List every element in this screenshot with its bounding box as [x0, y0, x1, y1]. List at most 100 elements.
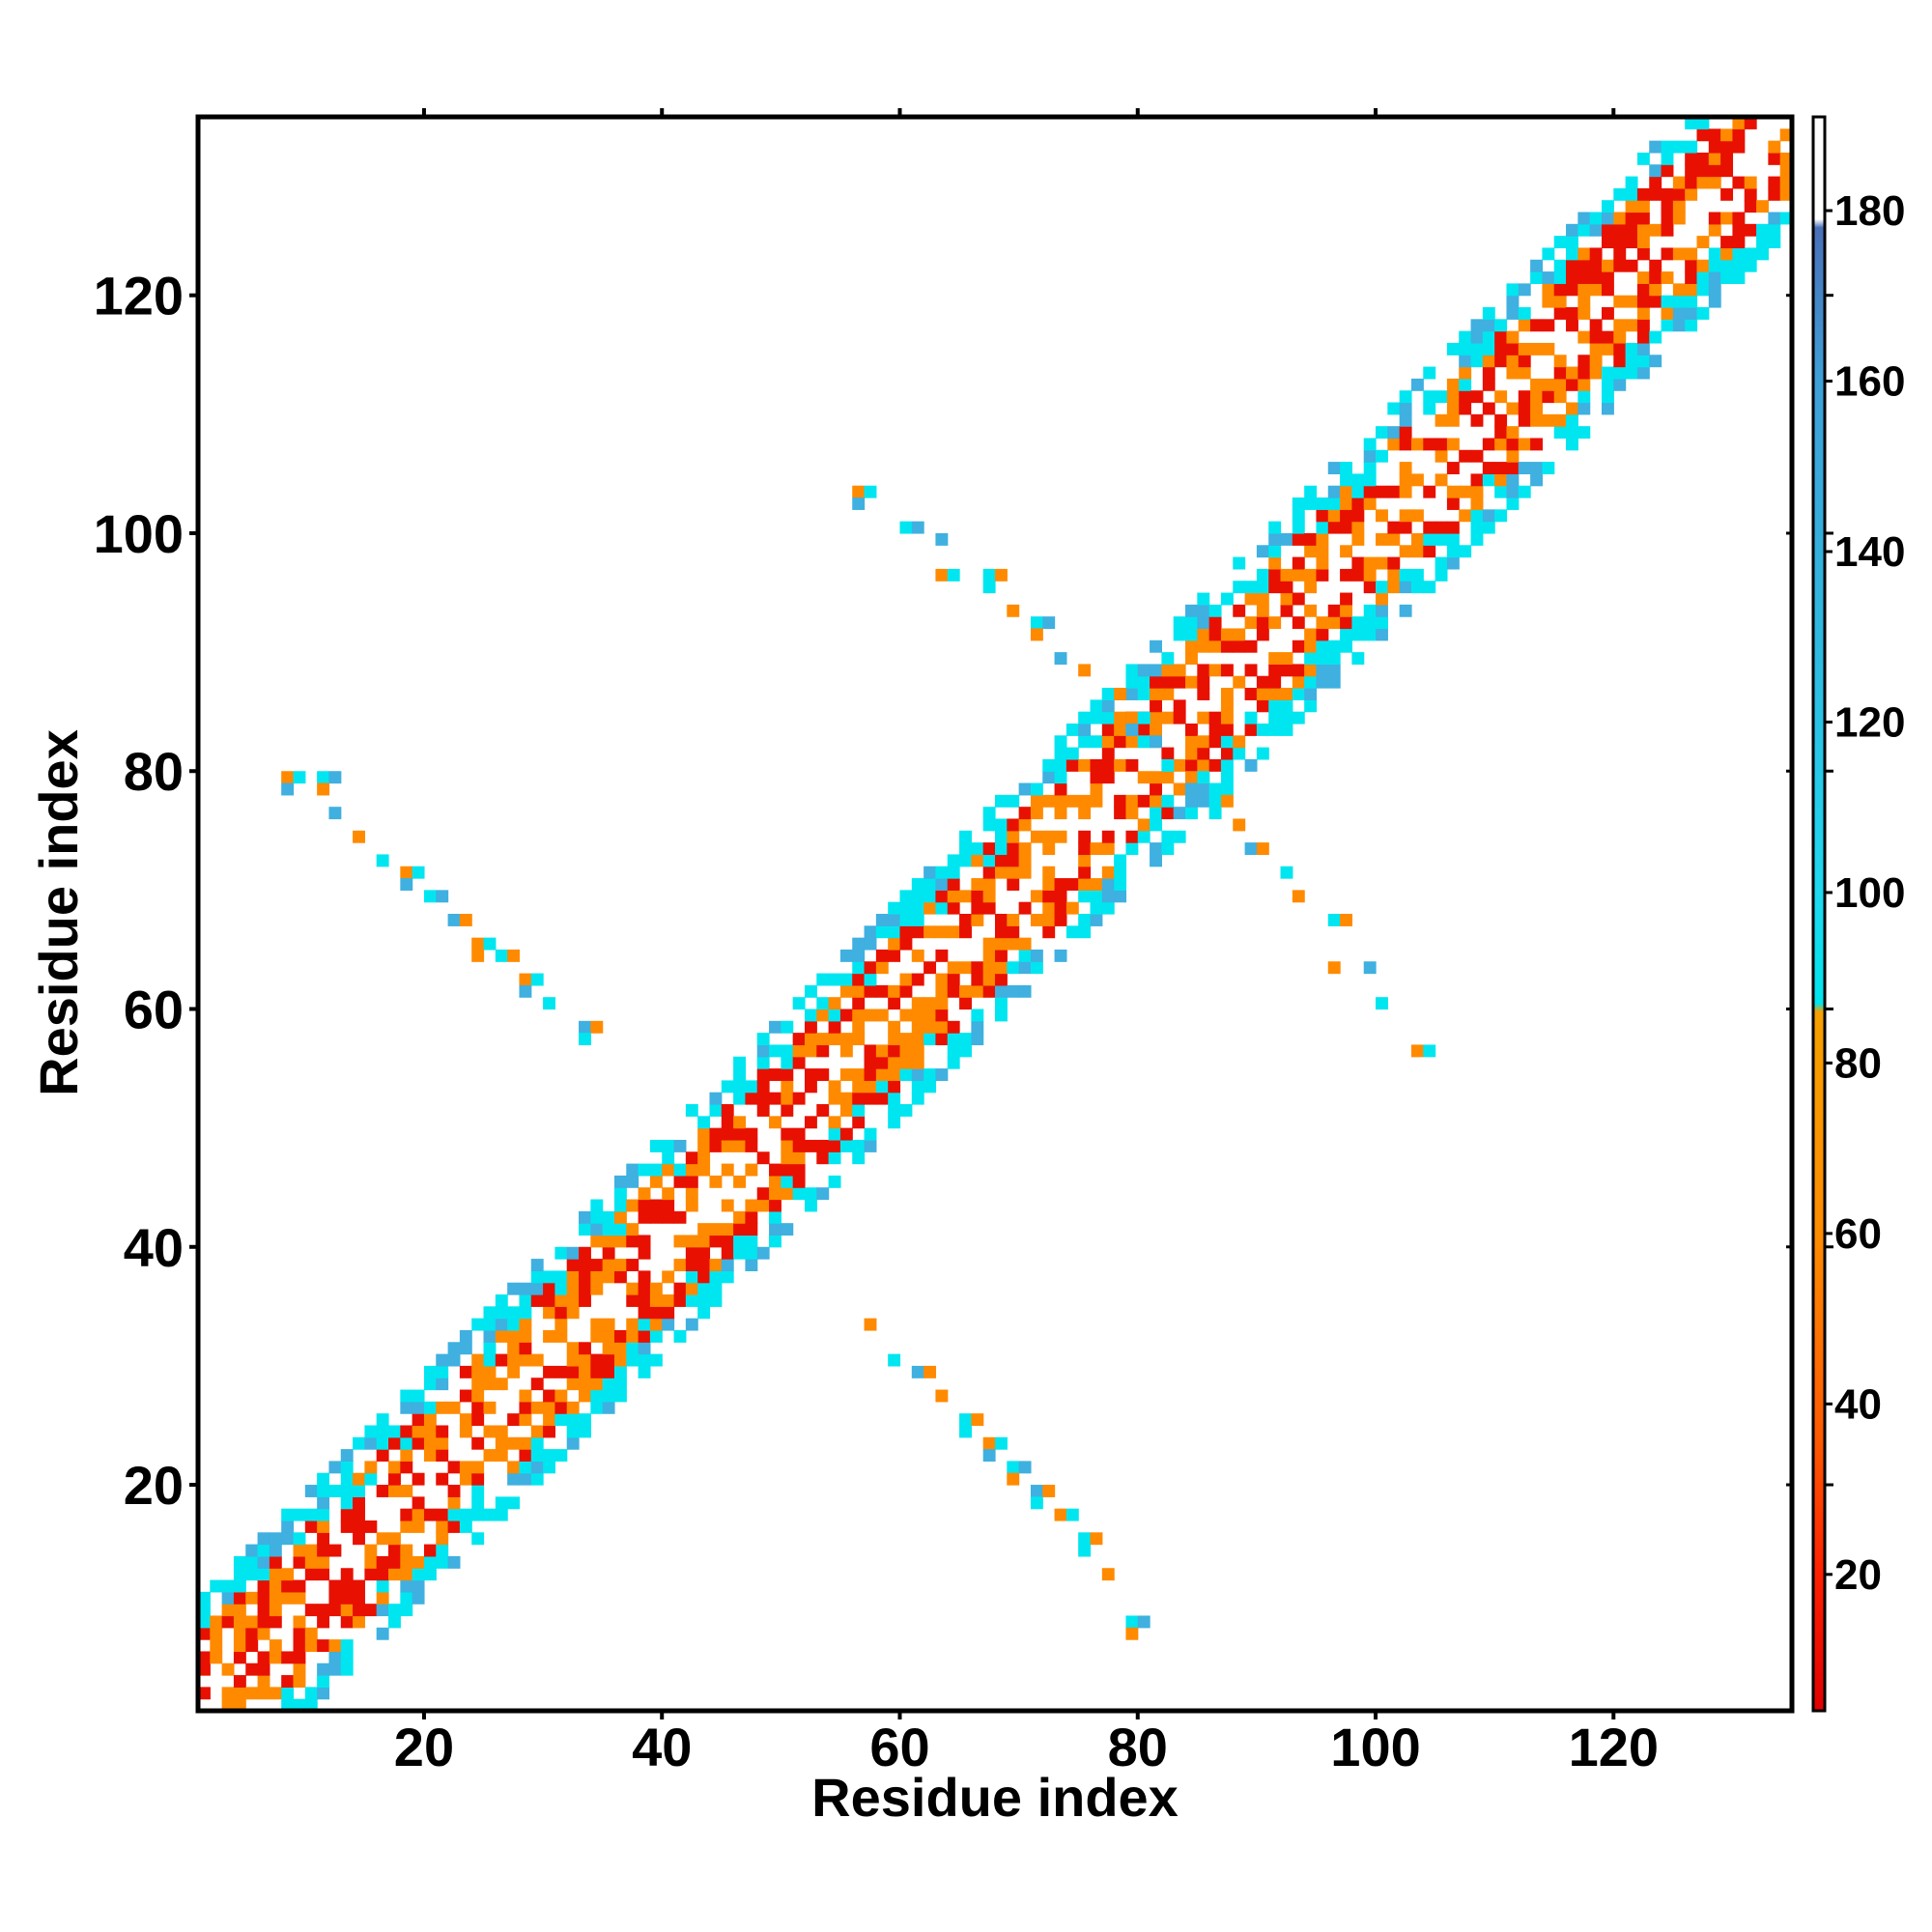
heatmap-cell — [281, 1591, 295, 1605]
heatmap-cell — [888, 1116, 901, 1129]
heatmap-cell — [257, 1544, 270, 1557]
heatmap-cell — [554, 1401, 568, 1414]
contact-cell — [317, 771, 330, 784]
heatmap-cell — [423, 1365, 437, 1378]
heatmap-cell — [1125, 675, 1139, 689]
heatmap-cell — [697, 1139, 711, 1152]
heatmap-cell — [554, 1294, 568, 1307]
heatmap-cell — [590, 1199, 604, 1212]
heatmap-cell — [1756, 247, 1769, 261]
heatmap-cell — [756, 1151, 770, 1165]
heatmap-cell — [1685, 295, 1698, 308]
heatmap-cell — [1387, 438, 1401, 451]
y-tick-label: 40 — [124, 1217, 184, 1278]
heatmap-cell — [1101, 830, 1115, 843]
heatmap-cell — [995, 854, 1008, 867]
heatmap-cell — [353, 1508, 365, 1521]
heatmap-cell — [317, 1687, 330, 1700]
contact-cell — [935, 532, 949, 546]
heatmap-cell — [1292, 639, 1305, 653]
heatmap-cell — [340, 1461, 354, 1474]
heatmap-cell — [935, 901, 949, 915]
heatmap-cell — [1018, 854, 1032, 867]
heatmap-cell — [400, 1449, 413, 1463]
heatmap-cell — [293, 1555, 306, 1569]
heatmap-cell — [1625, 355, 1638, 368]
heatmap-cell — [1446, 438, 1460, 451]
heatmap-cell — [756, 1104, 770, 1117]
heatmap-cell — [709, 1259, 723, 1271]
heatmap-cell — [1661, 200, 1674, 213]
heatmap-cell — [1268, 532, 1282, 546]
heatmap-cell — [1007, 842, 1020, 856]
heatmap-cell — [662, 1306, 675, 1320]
heatmap-cell — [781, 1092, 794, 1105]
heatmap-cell — [543, 1425, 555, 1438]
heatmap-cell — [412, 1508, 425, 1521]
heatmap-cell — [293, 1675, 306, 1688]
heatmap-cell — [1185, 723, 1198, 736]
heatmap-cell — [1244, 616, 1258, 630]
heatmap-cell — [1613, 378, 1627, 391]
heatmap-cell — [602, 1270, 615, 1284]
heatmap-cell — [756, 1199, 770, 1212]
heatmap-cell — [1125, 807, 1139, 820]
heatmap-cell — [1101, 771, 1115, 784]
heatmap-cell — [1233, 581, 1246, 594]
heatmap-cell — [935, 984, 949, 998]
contact-cell — [1054, 1508, 1067, 1521]
heatmap-cell — [673, 1282, 687, 1295]
heatmap-cell — [459, 1389, 472, 1403]
heatmap-cell — [828, 1151, 841, 1165]
heatmap-cell — [697, 1294, 711, 1307]
heatmap-cell — [1446, 545, 1460, 558]
heatmap-cell — [1208, 711, 1222, 724]
heatmap-cell — [328, 1639, 342, 1653]
heatmap-cell — [519, 1472, 532, 1486]
heatmap-cell — [1125, 664, 1139, 677]
heatmap-cell — [579, 1389, 591, 1403]
heatmap-cell — [328, 1485, 342, 1497]
heatmap-cell — [1423, 521, 1436, 534]
heatmap-cell — [340, 1508, 354, 1521]
heatmap-cell — [1649, 176, 1662, 189]
heatmap-cell — [888, 984, 901, 998]
heatmap-cell — [1208, 616, 1222, 630]
heatmap-cell — [1363, 568, 1377, 582]
heatmap-cell — [816, 1104, 830, 1117]
heatmap-cell — [721, 1199, 734, 1212]
heatmap-cell — [649, 1175, 663, 1188]
heatmap-cell — [1506, 462, 1520, 474]
heatmap-cell — [864, 1056, 877, 1069]
heatmap-cell — [649, 1318, 663, 1331]
heatmap-cell — [364, 1461, 378, 1474]
heatmap-cell — [1173, 699, 1186, 713]
heatmap-cell — [613, 1342, 627, 1355]
heatmap-cell — [995, 830, 1008, 843]
contact-cell — [1137, 1615, 1151, 1629]
heatmap-cell — [257, 1687, 270, 1700]
heatmap-cell — [733, 1056, 747, 1069]
heatmap-cell — [1304, 532, 1318, 546]
heatmap-cell — [483, 1508, 497, 1521]
heatmap-cell — [804, 1139, 817, 1152]
heatmap-cell — [781, 1020, 794, 1034]
heatmap-cell — [519, 1401, 532, 1414]
heatmap-cell — [1197, 616, 1210, 630]
heatmap-cell — [1340, 639, 1352, 653]
heatmap-cell — [245, 1687, 259, 1700]
heatmap-cell — [816, 1187, 830, 1201]
heatmap-cell — [1065, 758, 1079, 772]
heatmap-cell — [1233, 556, 1246, 570]
heatmap-cell — [852, 1092, 866, 1105]
y-tick-label: 120 — [94, 266, 184, 327]
heatmap-cell — [1197, 688, 1210, 700]
heatmap-cell — [1553, 307, 1567, 320]
heatmap-cell — [1625, 366, 1638, 380]
heatmap-cell — [1137, 664, 1151, 677]
heatmap-cell — [210, 1579, 223, 1593]
heatmap-cell — [495, 1496, 508, 1510]
heatmap-cell — [1351, 497, 1365, 510]
heatmap-cell — [1494, 426, 1508, 440]
heatmap-cell — [269, 1651, 282, 1664]
